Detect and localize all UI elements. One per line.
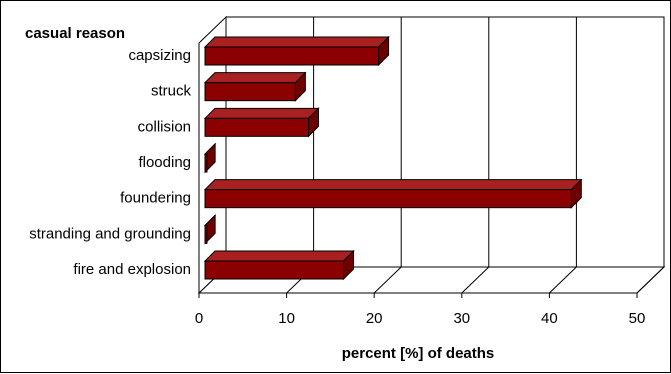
floor-gridline — [373, 266, 402, 294]
bar-front — [204, 260, 345, 280]
x-tick-label: 0 — [195, 310, 203, 327]
bar — [203, 35, 390, 67]
category-label: capsizing — [128, 47, 191, 64]
plot-area — [197, 15, 666, 298]
bars — [203, 35, 583, 281]
bar-front — [204, 224, 208, 244]
bar-front — [204, 189, 572, 209]
bar-front — [204, 46, 380, 66]
x-tick-label: 30 — [453, 310, 470, 327]
bar — [203, 214, 217, 245]
x-tick-label: 10 — [278, 310, 295, 327]
bar-front — [204, 153, 208, 173]
floor-gridline — [636, 266, 665, 294]
category-label: flooding — [138, 154, 191, 171]
category-label: struck — [151, 83, 192, 100]
bar — [203, 71, 307, 102]
bar — [203, 107, 320, 138]
bar — [203, 178, 583, 209]
category-axis-title: casual reason — [25, 25, 125, 42]
category-label: stranding and grounding — [29, 225, 191, 242]
x-axis-title: percent [%] of deaths — [342, 345, 495, 362]
bar-top — [203, 36, 390, 48]
x-tick-label: 20 — [366, 310, 383, 327]
bar-top — [203, 72, 307, 84]
category-labels: capsizing struck collision flooding founderi… — [29, 47, 191, 278]
bar-top — [203, 179, 583, 191]
floor-gridline — [461, 266, 490, 294]
bar-front — [204, 117, 309, 137]
bar-front — [204, 82, 296, 102]
bar — [203, 142, 217, 174]
x-tick-label: 40 — [541, 310, 558, 327]
bar-top — [203, 250, 355, 262]
category-label: collision — [138, 118, 191, 135]
category-label: foundering — [120, 190, 191, 207]
floor-gridline — [549, 266, 577, 294]
bar-top — [203, 107, 320, 119]
category-label: fire and explosion — [73, 261, 191, 278]
x-tick-labels: 0 10 20 30 40 50 — [195, 310, 646, 327]
x-tick-label: 50 — [629, 310, 646, 327]
bar — [203, 249, 355, 281]
